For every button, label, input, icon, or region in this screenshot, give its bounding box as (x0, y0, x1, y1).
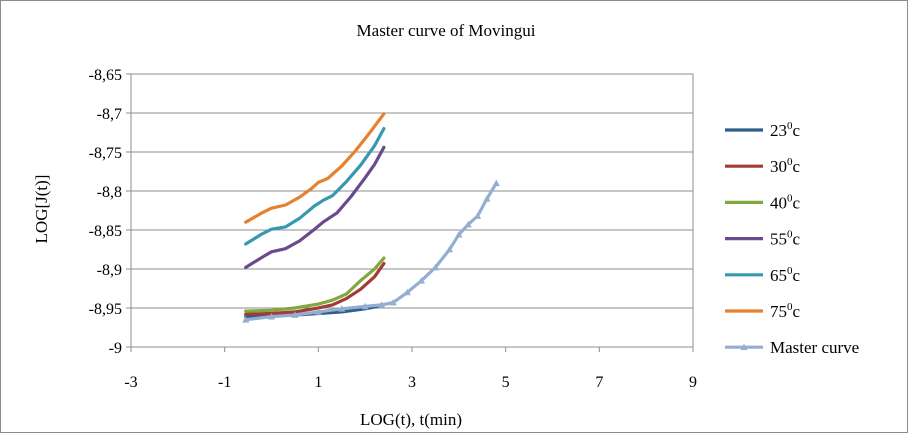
series-2 (244, 256, 386, 313)
x-tick-label: -1 (218, 374, 231, 391)
y-tick-label: -8,85 (89, 223, 122, 240)
grid-layer (131, 73, 693, 348)
legend-label: 300c (770, 156, 801, 176)
x-tick-label: 3 (408, 374, 416, 391)
legend-label: 750c (770, 301, 801, 321)
series-line-3 (244, 145, 386, 269)
y-tick-label: -8,95 (89, 301, 122, 318)
series-line-6 (244, 181, 498, 322)
legend-label: 550c (770, 229, 801, 249)
legend-item-5: 750c (725, 301, 801, 321)
legend-label: 650c (770, 265, 801, 285)
legend-item-6: Master curve (725, 338, 859, 357)
legend-marker (740, 343, 748, 351)
data-point (314, 308, 322, 315)
series-layer (242, 112, 500, 323)
y-tick-labels: -8,65 -8,7 -8,75 -8,8 -8,85 -8,9 -8,95 -9 (89, 67, 131, 357)
x-tick-label: 5 (502, 374, 510, 391)
x-axis-label: LOG(t), t(min) (360, 410, 462, 429)
data-point (291, 311, 299, 318)
legend-item-3: 550c (725, 229, 801, 249)
data-point (242, 316, 250, 323)
data-point (445, 245, 454, 253)
data-point (377, 301, 386, 308)
legend-item-4: 650c (725, 265, 801, 285)
y-tick-label: -8,7 (97, 106, 122, 123)
data-point (417, 277, 425, 284)
series-1 (244, 261, 386, 316)
x-tick-labels: -3 -1 1 3 5 7 9 (124, 347, 697, 391)
data-point (483, 195, 491, 202)
y-tick-label: -9 (109, 340, 122, 357)
data-point (403, 288, 411, 296)
series-3 (244, 145, 386, 269)
chart-title: Master curve of Movingui (357, 21, 536, 40)
x-tick-label: 7 (595, 374, 603, 391)
legend-label: 400c (770, 192, 801, 212)
legend-label: Master curve (770, 338, 859, 357)
x-tick-label: 9 (689, 374, 697, 391)
plot-area (130, 73, 694, 348)
series-line-1 (244, 261, 386, 316)
legend-item-1: 300c (725, 156, 801, 176)
series-5 (244, 112, 386, 224)
data-point (473, 212, 482, 219)
data-point (464, 220, 472, 228)
x-tick-label: 1 (314, 374, 322, 391)
legend-label: 230c (770, 120, 801, 140)
y-tick-label: -8,8 (97, 184, 122, 201)
y-tick-label: -8,9 (97, 262, 122, 279)
series-6 (242, 179, 500, 323)
series-line-5 (244, 112, 386, 224)
series-4 (244, 126, 386, 246)
series-line-4 (244, 126, 386, 246)
data-point (338, 305, 346, 312)
legend-item-0: 230c (725, 120, 801, 140)
y-tick-label: -8,65 (89, 67, 122, 84)
data-point (492, 179, 500, 187)
legend: 230c 300c 400c 550c 650c 750c Master curve (725, 120, 859, 357)
y-tick-label: -8,75 (89, 145, 122, 162)
data-point (267, 312, 276, 320)
data-point (361, 302, 369, 310)
legend-item-2: 400c (725, 192, 801, 212)
data-point (455, 231, 463, 238)
y-axis-label: LOG[J(t)] (32, 175, 51, 244)
data-point (431, 263, 440, 271)
series-line-2 (244, 256, 386, 313)
data-point (389, 298, 397, 306)
x-tick-label: -3 (124, 374, 137, 391)
